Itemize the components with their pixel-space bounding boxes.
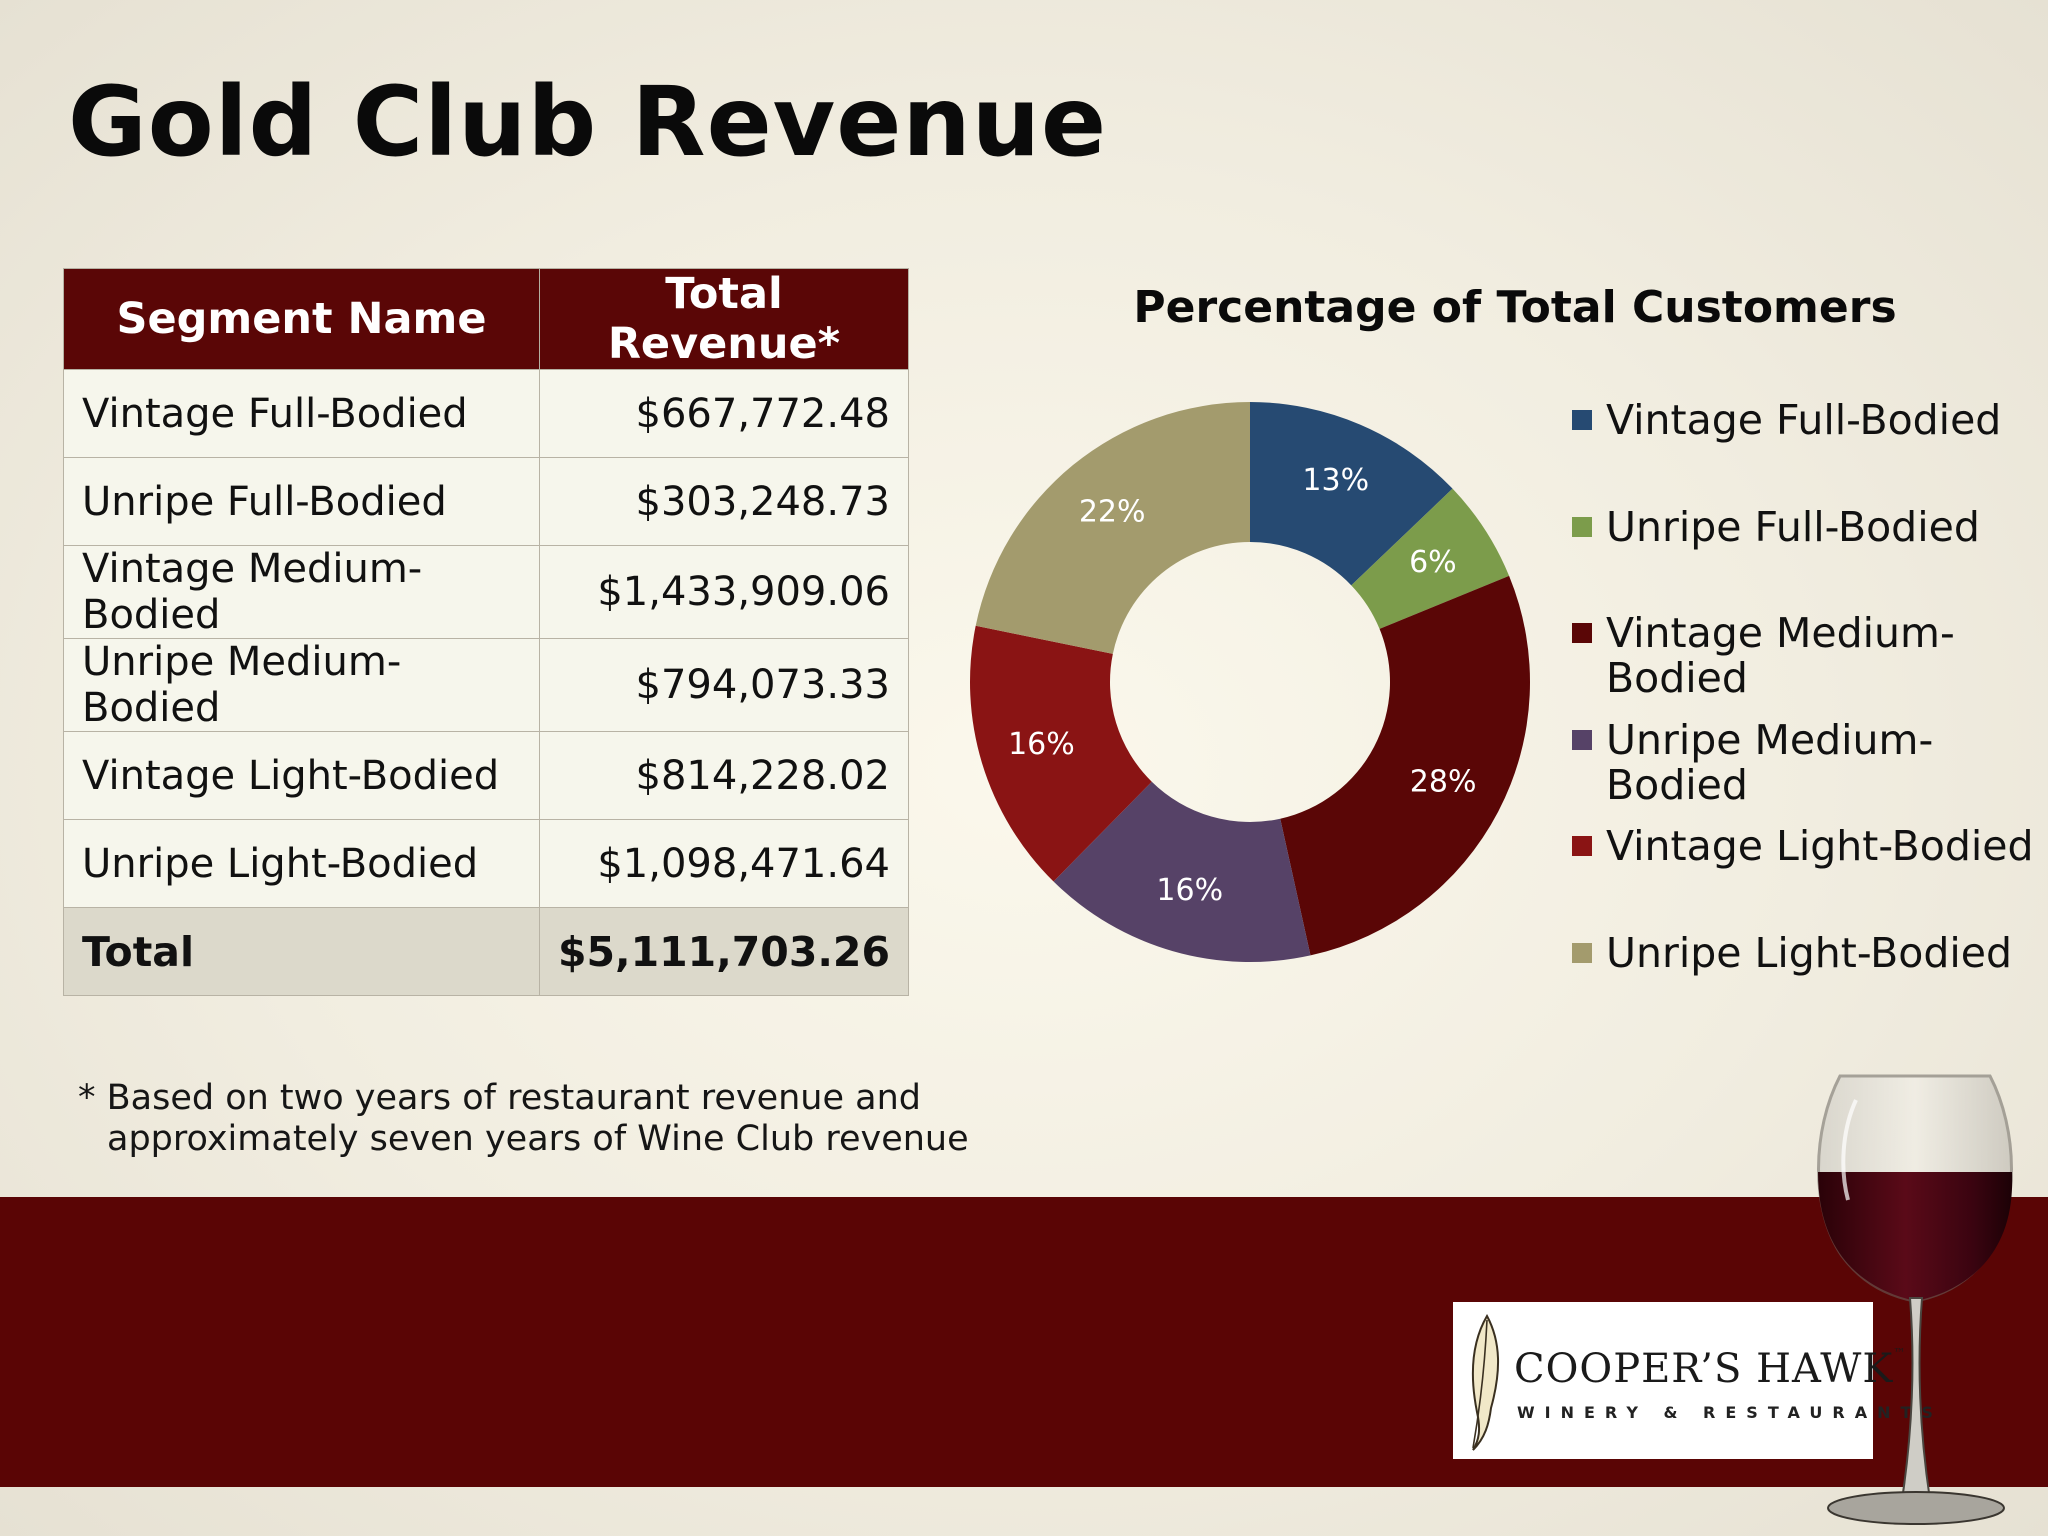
footnote: * Based on two years of restaurant reven… (78, 1078, 969, 1160)
page-title: Gold Club Revenue (68, 66, 1108, 178)
legend-label-line: Vintage Full-Bodied (1606, 396, 2002, 444)
logo-subtext: WINERY & RESTAURANTS (1517, 1403, 1943, 1422)
footnote-line-2: approximately seven years of Wine Club r… (107, 1119, 969, 1159)
header-total-revenue: Total Revenue* (538, 268, 910, 370)
legend-label-line: Bodied (1606, 761, 1748, 809)
legend-label: Unripe Full-Bodied (1606, 505, 2046, 550)
revenue-cell: $303,248.73 (538, 457, 910, 546)
segment-name-cell: Unripe Light-Bodied (63, 819, 540, 908)
legend-label: Unripe Light-Bodied (1606, 931, 2046, 976)
table-row: Unripe Full-Bodied $303,248.73 (63, 457, 910, 546)
donut-slice-6 (975, 402, 1250, 654)
legend-label: Vintage Medium- Bodied (1606, 611, 2046, 701)
legend-label-line: Unripe Medium- (1606, 716, 1934, 764)
legend-swatch (1572, 410, 1592, 430)
slice-data-label: 6% (1409, 545, 1457, 580)
table-row: Vintage Full-Bodied $667,772.48 (63, 369, 910, 458)
legend-label-line: Unripe Light-Bodied (1606, 929, 2013, 977)
total-row: Total $5,111,703.26 (63, 907, 910, 996)
total-label: Total (63, 907, 540, 996)
revenue-cell: $1,098,471.64 (538, 819, 910, 908)
total-value: $5,111,703.26 (538, 907, 910, 996)
segment-name-cell: Unripe Full-Bodied (63, 457, 540, 546)
slice-data-label: 16% (1008, 727, 1075, 762)
revenue-cell: $667,772.48 (538, 369, 910, 458)
legend-label: Unripe Medium- Bodied (1606, 718, 2046, 808)
donut-slice-2 (1351, 488, 1510, 629)
slice-data-label: 22% (1079, 495, 1146, 530)
donut-slice-4 (1053, 781, 1311, 962)
feather-icon (1471, 1313, 1499, 1451)
legend-label-line: Bodied (1606, 654, 1748, 702)
revenue-cell: $794,073.33 (538, 638, 910, 732)
legend-label: Vintage Full-Bodied (1606, 398, 2046, 443)
chart-title: Percentage of Total Customers (1133, 282, 1897, 333)
header-segment-name: Segment Name (63, 268, 540, 370)
slice-data-label: 16% (1156, 873, 1223, 908)
logo-brand-text: COOPER’S HAWK™ (1514, 1346, 1907, 1392)
legend-label-line: Vintage Medium- (1606, 609, 1955, 657)
legend-swatch (1572, 836, 1592, 856)
table-row: Unripe Medium-Bodied $794,073.33 (63, 638, 910, 732)
donut-slice-3 (1280, 575, 1530, 956)
legend-label-line: Vintage Light-Bodied (1606, 822, 2034, 870)
legend-swatch (1572, 730, 1592, 750)
donut-slice-1 (1250, 402, 1453, 586)
revenue-table: Segment Name Total Revenue* Vintage Full… (63, 268, 910, 996)
legend-swatch (1572, 943, 1592, 963)
legend-label: Vintage Light-Bodied (1606, 824, 2046, 869)
footnote-line-1: * Based on two years of restaurant reven… (78, 1078, 921, 1118)
revenue-cell: $1,433,909.06 (538, 545, 910, 639)
revenue-cell: $814,228.02 (538, 731, 910, 820)
table-row: Unripe Light-Bodied $1,098,471.64 (63, 819, 910, 908)
legend-label-line: Unripe Full-Bodied (1606, 503, 1980, 551)
wine-glass-image (1817, 1074, 2013, 1525)
coopers-hawk-logo: COOPER’S HAWK™ WINERY & RESTAURANTS (1453, 1302, 1933, 1459)
table-header-row: Segment Name Total Revenue* (63, 268, 910, 370)
legend-swatch (1572, 623, 1592, 643)
slice-data-label: 28% (1410, 765, 1477, 800)
segment-name-cell: Unripe Medium-Bodied (63, 638, 540, 732)
legend-swatch (1572, 517, 1592, 537)
segment-name-cell: Vintage Medium-Bodied (63, 545, 540, 639)
donut-slice-5 (970, 625, 1152, 882)
table-row: Vintage Medium-Bodied $1,433,909.06 (63, 545, 910, 639)
slice-data-label: 13% (1302, 463, 1369, 498)
